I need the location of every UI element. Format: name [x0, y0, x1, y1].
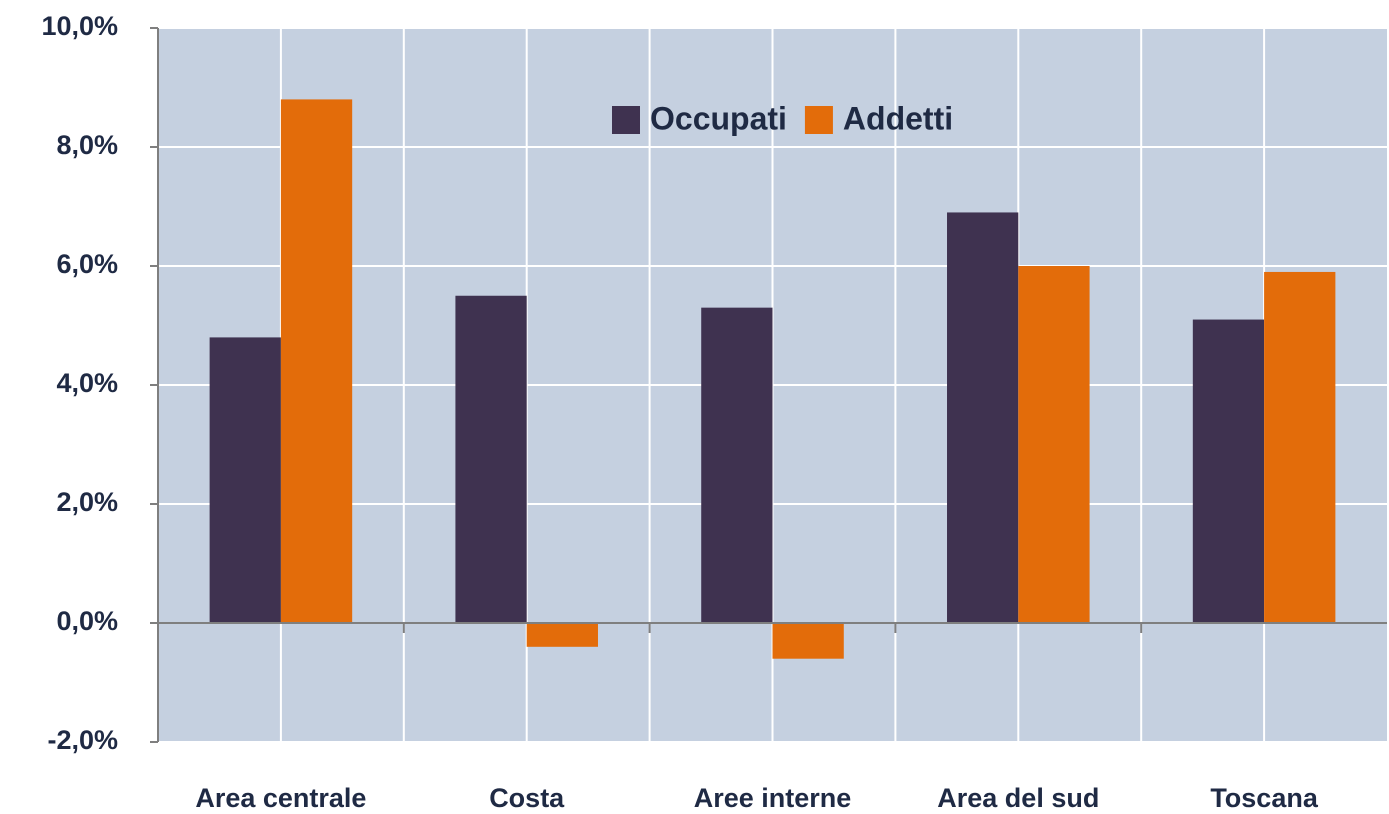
bar — [701, 307, 773, 623]
y-tick-label: 6,0% — [56, 249, 118, 279]
legend-label: Addetti — [843, 100, 953, 136]
y-tick-label: 4,0% — [56, 368, 118, 398]
bar — [1264, 271, 1336, 623]
bar — [772, 623, 844, 659]
y-tick-label: -2,0% — [47, 725, 118, 755]
bar — [455, 295, 527, 623]
bar — [1018, 266, 1090, 623]
y-tick-label: 8,0% — [56, 130, 118, 160]
y-tick-label: 10,0% — [41, 11, 118, 41]
bar — [209, 337, 281, 623]
x-tick-label: Area centrale — [195, 783, 366, 813]
legend-swatch — [612, 106, 640, 134]
bar — [280, 99, 353, 623]
x-tick-label: Costa — [489, 783, 565, 813]
bar — [526, 623, 598, 647]
y-tick-label: 0,0% — [56, 606, 118, 636]
bar — [947, 212, 1019, 623]
x-tick-label: Aree interne — [694, 783, 852, 813]
legend-swatch — [804, 106, 833, 134]
x-tick-label: Area del sud — [937, 783, 1099, 813]
x-tick-label: Toscana — [1210, 783, 1319, 813]
y-tick-label: 2,0% — [56, 487, 118, 517]
bar — [1192, 319, 1265, 623]
legend-label: Occupati — [650, 100, 787, 136]
